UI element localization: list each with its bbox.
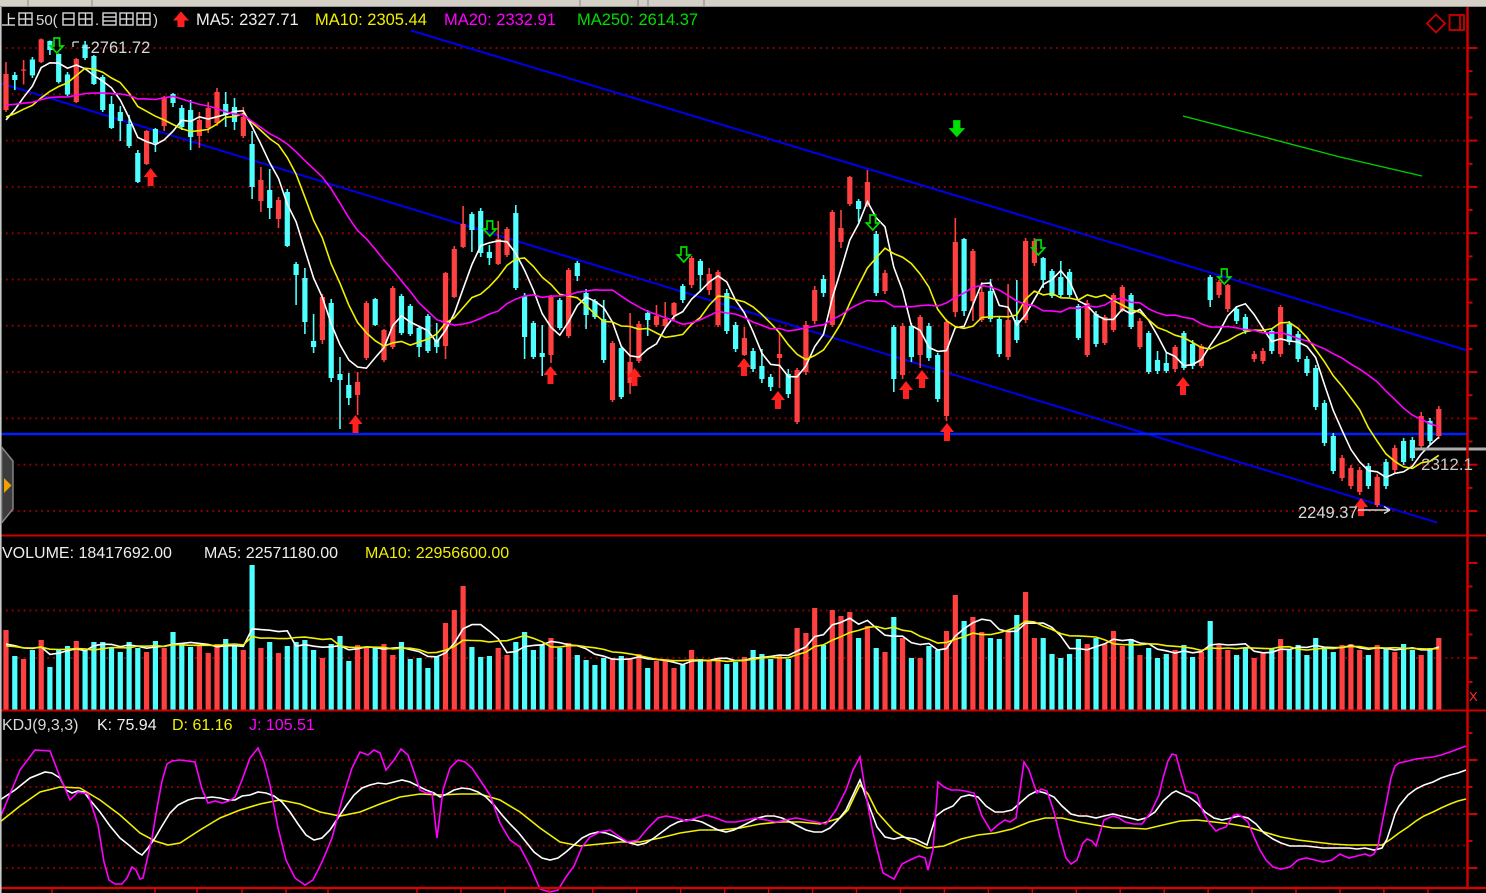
- svg-text:X: X: [1469, 689, 1478, 704]
- svg-text:MA10: 22956600.00: MA10: 22956600.00: [365, 545, 509, 562]
- svg-text:50(: 50(: [36, 12, 58, 29]
- svg-text:MA5: 2327.71: MA5: 2327.71: [196, 11, 299, 29]
- svg-text:.: .: [95, 12, 99, 29]
- svg-text:VOLUME: 18417692.00: VOLUME: 18417692.00: [2, 545, 172, 562]
- svg-text:J: 105.51: J: 105.51: [249, 717, 315, 734]
- svg-text:D: 61.16: D: 61.16: [172, 717, 233, 734]
- svg-text:MA5: 22571180.00: MA5: 22571180.00: [204, 545, 338, 562]
- svg-text:MA250: 2614.37: MA250: 2614.37: [577, 11, 698, 29]
- svg-text:MA20: 2332.91: MA20: 2332.91: [444, 11, 556, 29]
- svg-text:~2761.72: ~2761.72: [81, 39, 150, 57]
- svg-text:2312.1: 2312.1: [1421, 455, 1473, 474]
- svg-text:K: 75.94: K: 75.94: [97, 717, 157, 734]
- svg-text:2249.37: 2249.37: [1298, 504, 1358, 522]
- svg-text:KDJ(9,3,3): KDJ(9,3,3): [2, 717, 78, 734]
- svg-text:): ): [153, 12, 158, 29]
- svg-text:MA10: 2305.44: MA10: 2305.44: [315, 11, 427, 29]
